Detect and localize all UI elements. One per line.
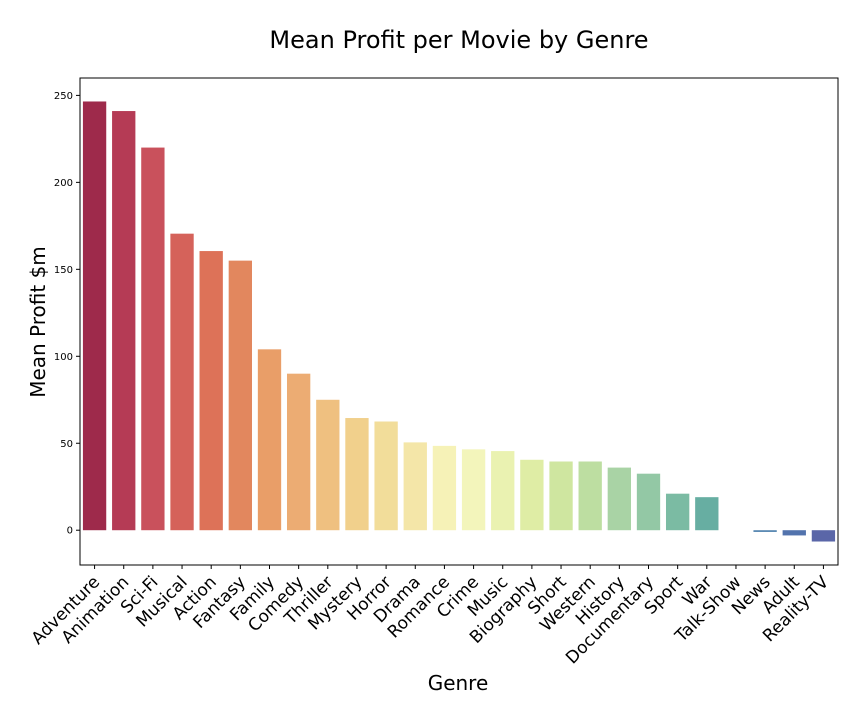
y-tick-label: 150 [54, 265, 73, 276]
y-tick-label: 200 [54, 178, 73, 189]
bar-action [199, 251, 223, 531]
bar-sci-fi [141, 147, 165, 531]
bar-adventure [82, 101, 107, 531]
bar-biography [520, 459, 544, 531]
y-axis-ticks: 0 50 100 150 200 250 [54, 91, 80, 537]
bar-short [549, 461, 573, 531]
y-tick-label: 250 [54, 91, 73, 102]
bars-group [82, 101, 836, 542]
x-axis-ticks: AdventureAnimationSci-FiMusicalActionFan… [28, 565, 833, 668]
bar-news [753, 530, 777, 532]
bar-fantasy [228, 260, 252, 531]
x-axis-label: Genre [428, 671, 489, 695]
bar-romance [432, 445, 457, 531]
bar-horror [374, 421, 398, 531]
bar-mystery [345, 418, 369, 531]
chart-title: Mean Profit per Movie by Genre [269, 26, 648, 54]
y-tick-label: 0 [67, 526, 73, 537]
bar-war [695, 497, 719, 531]
bar-crime [461, 449, 486, 531]
bar-history [607, 467, 631, 531]
y-tick-label: 50 [60, 439, 73, 450]
plot-frame [79, 77, 839, 566]
y-tick-label: 100 [54, 352, 73, 363]
bar-western [578, 461, 602, 531]
bar-comedy [286, 373, 311, 531]
bar-thriller [316, 399, 340, 531]
bar-sport [665, 493, 690, 531]
bar-documentary [636, 473, 661, 531]
bar-music [491, 451, 515, 531]
bar-drama [403, 442, 427, 531]
bar-musical [170, 233, 194, 531]
bar-reality-tv [811, 530, 836, 542]
bar-adult [782, 530, 806, 536]
bar-animation [112, 111, 136, 531]
y-axis-label: Mean Profit $m [26, 246, 50, 398]
bar-family [257, 349, 282, 531]
